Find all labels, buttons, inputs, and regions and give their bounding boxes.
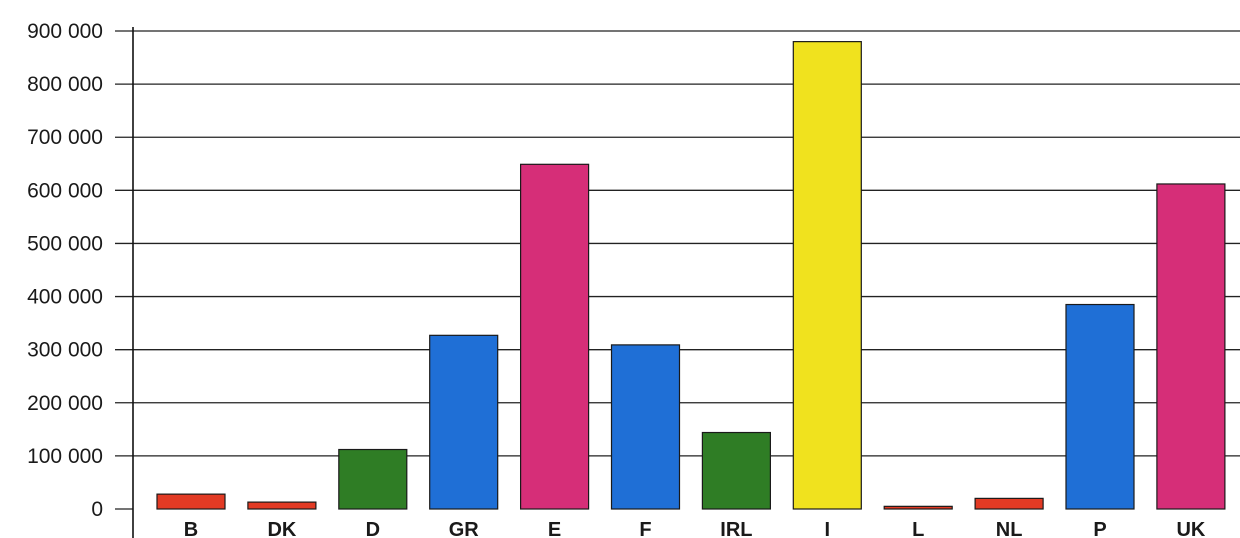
x-tick-label-uk: UK xyxy=(1176,519,1205,538)
bars xyxy=(156,41,1226,510)
x-tick-label-nl: NL xyxy=(996,519,1023,538)
bar-f xyxy=(610,344,681,510)
y-tick-label: 600 000 xyxy=(27,179,103,202)
bar-i xyxy=(792,41,862,510)
x-tick-label-p: P xyxy=(1093,519,1106,538)
x-tick-label-e: E xyxy=(548,519,561,538)
y-tick-labels: 0 100 000 200 000 300 000 400 000 500 000 600 … xyxy=(27,20,103,521)
bar-p xyxy=(1065,303,1135,510)
bar-nl xyxy=(974,497,1044,510)
y-tick-label: 200 000 xyxy=(27,392,103,415)
bar-uk xyxy=(1156,183,1226,510)
bar-l xyxy=(883,505,953,510)
y-tick-label: 900 000 xyxy=(27,20,103,43)
y-tick-label: 800 000 xyxy=(27,73,103,96)
x-tick-label-b: B xyxy=(184,519,198,538)
x-tick-label-f: F xyxy=(639,519,651,538)
bar-gr xyxy=(429,334,499,510)
y-tick-label: 300 000 xyxy=(27,339,103,362)
y-tick-label: 400 000 xyxy=(27,286,103,309)
x-tick-label-i: I xyxy=(825,519,831,538)
y-tick-label: 100 000 xyxy=(27,445,103,468)
bar-b xyxy=(156,493,226,510)
bar-irl xyxy=(701,431,772,510)
x-tick-label-dk: DK xyxy=(267,519,296,538)
bar-d xyxy=(338,448,408,510)
x-tick-label-irl: IRL xyxy=(720,519,752,538)
x-tick-label-gr: GR xyxy=(449,519,480,538)
bar-dk xyxy=(247,501,317,510)
y-tick-label: 500 000 xyxy=(27,232,103,255)
x-tick-label-l: L xyxy=(912,519,924,538)
x-tick-labels: B DK D GR E F IRL I L NL P UK xyxy=(184,519,1206,538)
gridlines xyxy=(115,30,1240,510)
x-tick-label-d: D xyxy=(366,519,380,538)
y-tick-label: 700 000 xyxy=(27,126,103,149)
y-tick-label: 0 xyxy=(91,498,103,521)
bar-e xyxy=(519,163,590,510)
